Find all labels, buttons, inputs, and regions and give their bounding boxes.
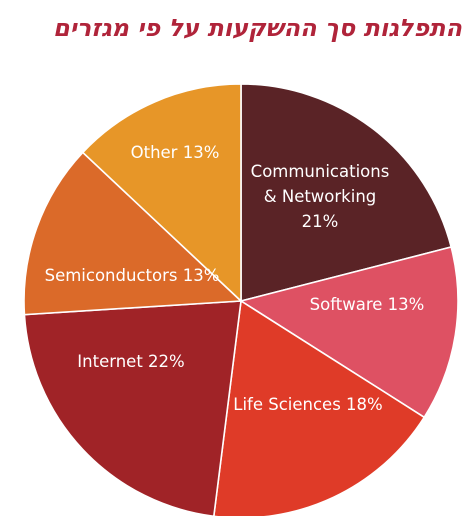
pie-slice-other <box>81 83 242 303</box>
pie-slice-internet <box>23 300 242 516</box>
pie-slice-communications-networking <box>240 83 453 303</box>
pie-label-semiconductors: Semiconductors 13% <box>45 266 220 285</box>
pie-label-communications-networking: Communications & Networking 21% <box>251 162 390 231</box>
pie-slice-software <box>239 246 459 419</box>
pie-label-other: Other 13% <box>131 143 220 162</box>
chart-title: התפלגות סך ההשקעות על פי מגזרים <box>52 14 462 42</box>
pie-slices <box>23 83 459 516</box>
pie-label-internet: Internet 22% <box>77 352 184 371</box>
pie-label-life-sciences: Life Sciences 18% <box>233 395 382 414</box>
pie-slice-semiconductors <box>23 151 243 316</box>
pie-slice-life-sciences <box>213 299 426 516</box>
pie-labels: Communications & Networking 21% Software 13… <box>45 143 425 414</box>
pie-label-software: Software 13% <box>310 295 425 314</box>
